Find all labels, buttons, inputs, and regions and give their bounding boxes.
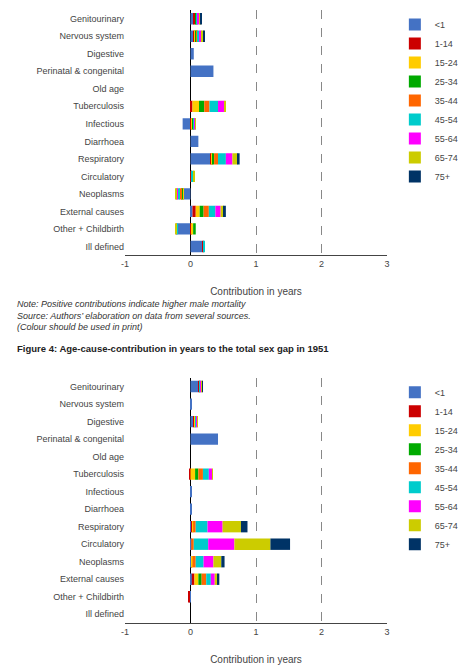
svg-text:25-34: 25-34 [435,77,458,87]
svg-text:1-14: 1-14 [435,39,453,49]
svg-text:Tuberculosis: Tuberculosis [73,101,124,111]
svg-text:Digestive: Digestive [87,49,124,59]
svg-text:External causes: External causes [60,574,125,584]
svg-text:Diarrhoea: Diarrhoea [84,137,124,147]
svg-text:0: 0 [188,259,193,269]
svg-text:25-34: 25-34 [435,445,458,455]
svg-text:1-14: 1-14 [435,407,453,417]
svg-text:3: 3 [384,259,389,269]
svg-text:External causes: External causes [60,207,125,217]
svg-text:75+: 75+ [435,540,450,550]
svg-text:Neoplasms: Neoplasms [79,189,125,199]
svg-text:35-44: 35-44 [435,464,458,474]
svg-text:Neoplasms: Neoplasms [79,557,125,567]
svg-text:65-74: 65-74 [435,153,458,163]
svg-text:Respiratory: Respiratory [78,154,125,164]
svg-text:2: 2 [319,627,324,637]
svg-text:-1: -1 [121,627,129,637]
svg-text:45-54: 45-54 [435,115,458,125]
svg-text:3: 3 [384,627,389,637]
svg-text:Other + Childbirth: Other + Childbirth [53,224,124,234]
svg-text:Circulatory: Circulatory [81,172,125,182]
svg-text:1: 1 [253,259,258,269]
svg-text:15-24: 15-24 [435,58,458,68]
svg-text:Infectious: Infectious [85,119,124,129]
svg-text:Perinatal & congenital: Perinatal & congenital [36,66,124,76]
svg-text:Ill defined: Ill defined [85,609,124,619]
svg-text:0: 0 [188,627,193,637]
svg-text:Nervous system: Nervous system [59,399,124,409]
svg-text:Contribution in years: Contribution in years [210,654,302,665]
svg-text:Genitourinary: Genitourinary [70,382,125,392]
svg-text:Contribution in years: Contribution in years [210,286,302,297]
svg-text:Genitourinary: Genitourinary [70,14,125,24]
svg-text:Diarrhoea: Diarrhoea [84,504,124,514]
svg-text:Old age: Old age [92,84,124,94]
svg-text:45-54: 45-54 [435,483,458,493]
svg-text:Circulatory: Circulatory [81,539,125,549]
svg-text:Old age: Old age [92,452,124,462]
svg-text:<1: <1 [435,20,445,30]
svg-text:Respiratory: Respiratory [78,522,125,532]
svg-text:Note: Positive contributions i: Note: Positive contributions indicate hi… [17,299,251,332]
svg-text:Tuberculosis: Tuberculosis [73,469,124,479]
svg-text:<1: <1 [435,388,445,398]
svg-text:55-64: 55-64 [435,134,458,144]
svg-text:Infectious: Infectious [85,487,124,497]
svg-text:2: 2 [319,259,324,269]
svg-text:65-74: 65-74 [435,521,458,531]
svg-text:15-24: 15-24 [435,426,458,436]
svg-text:Nervous system: Nervous system [59,31,124,41]
svg-text:Perinatal & congenital: Perinatal & congenital [36,434,124,444]
svg-text:Digestive: Digestive [87,417,124,427]
svg-text:Figure 4: Age-cause-contributi: Figure 4: Age-cause-contribution in year… [17,343,329,354]
svg-text:75+: 75+ [435,172,450,182]
svg-text:Ill defined: Ill defined [85,242,124,252]
svg-text:1: 1 [253,627,258,637]
svg-text:-1: -1 [121,259,129,269]
svg-text:Other + Childbirth: Other + Childbirth [53,592,124,602]
svg-text:55-64: 55-64 [435,502,458,512]
svg-text:35-44: 35-44 [435,96,458,106]
